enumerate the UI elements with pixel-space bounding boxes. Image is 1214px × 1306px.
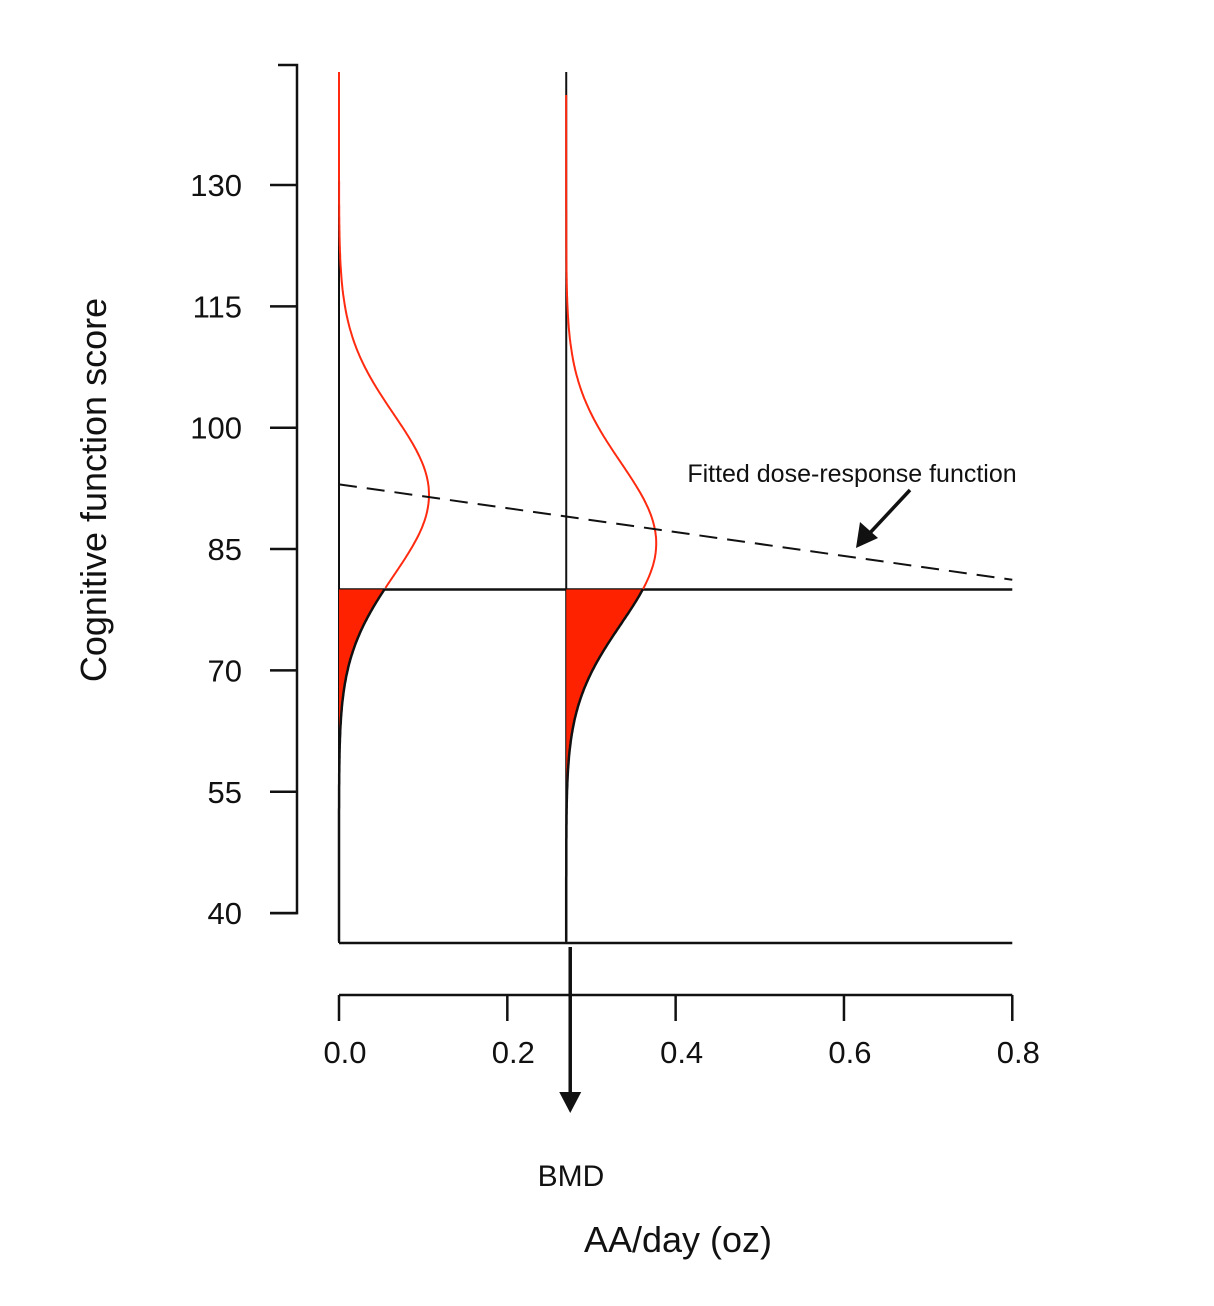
y-axis: 130 115 100 85 70 55 40 [190, 63, 299, 931]
y-tick-label: 70 [208, 653, 242, 688]
y-tick-label: 40 [208, 896, 242, 931]
x-axis: 0.0 0.2 0.4 0.6 0.8 [323, 993, 1040, 1070]
fitted-dose-response-line [338, 483, 1013, 581]
x-tick-label: 0.0 [323, 1035, 366, 1070]
x-tick-label: 0.4 [660, 1035, 703, 1070]
bmd-label: BMD [538, 1160, 605, 1193]
bmd-arrow-head [559, 1092, 582, 1113]
x-tick-label: 0.8 [997, 1035, 1040, 1070]
fitted-function-annotation: Fitted dose-response function [687, 460, 1016, 488]
y-axis-line [270, 63, 299, 915]
y-tick-label: 55 [208, 775, 242, 810]
tail-area-fill [566, 589, 643, 943]
annotation-arrow-head [856, 522, 878, 548]
y-tick-label: 130 [190, 168, 242, 203]
annotation-arrow-shaft [866, 488, 912, 537]
distribution-lower-curve [337, 588, 386, 942]
distribution-curve [338, 72, 430, 589]
y-axis-label: Cognitive function score [73, 298, 114, 682]
y-tick-label: 100 [190, 411, 242, 446]
x-tick-label: 0.6 [828, 1035, 871, 1070]
y-tick-label: 115 [193, 289, 242, 324]
y-tick-label: 85 [208, 532, 242, 567]
tail-area-fill [339, 589, 385, 943]
distribution-lower-curve [564, 588, 644, 942]
distribution-curve [565, 95, 658, 590]
x-axis-label: AA/day (oz) [584, 1219, 772, 1260]
x-tick-label: 0.2 [492, 1035, 535, 1070]
plot-area [337, 72, 1013, 1113]
